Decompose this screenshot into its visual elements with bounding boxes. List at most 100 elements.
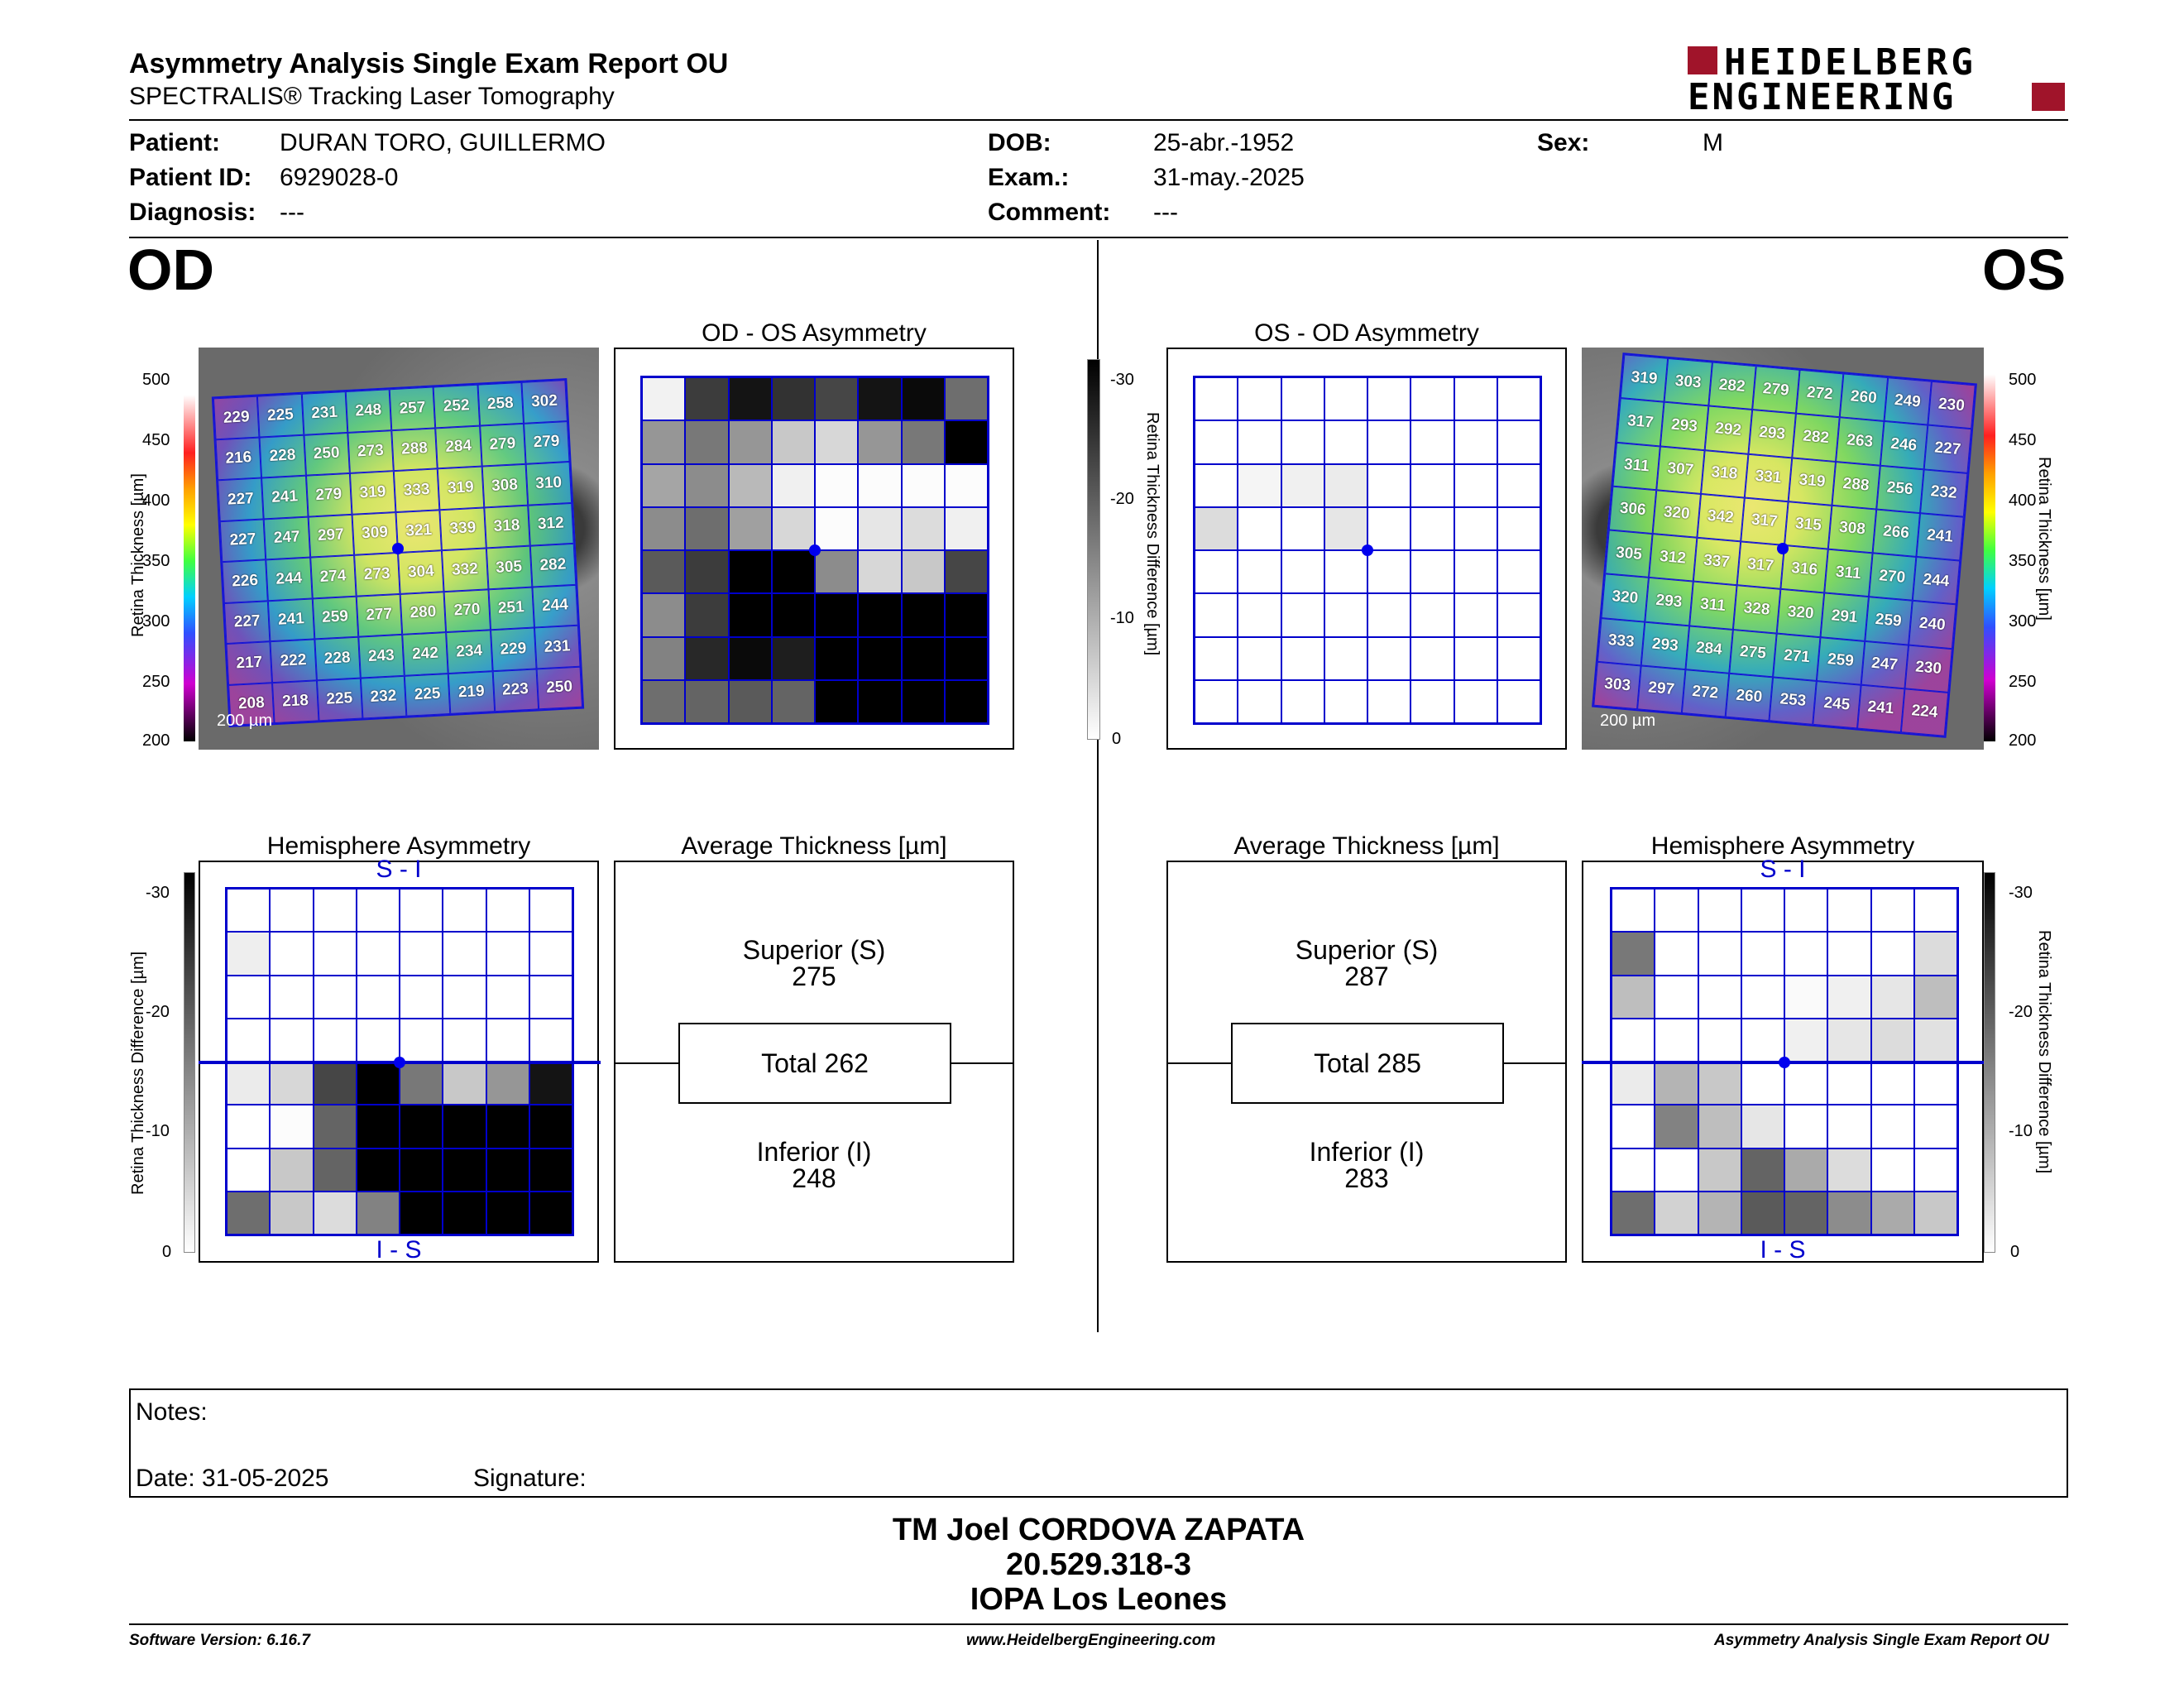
grid-cell (443, 1018, 486, 1062)
os-asym-grid (1193, 376, 1542, 725)
grid-cell (728, 377, 772, 421)
od-diff-colorbar (1087, 359, 1100, 740)
os-inferior-label: Inferior (I) (1309, 1137, 1425, 1167)
diagnosis-label: Diagnosis: (129, 199, 256, 226)
grid-cell (1497, 420, 1540, 464)
grid-cell (270, 932, 314, 976)
signer-id: 20.529.318-3 (1006, 1547, 1191, 1582)
grid-cell (728, 550, 772, 594)
grid-cell (1324, 377, 1367, 421)
grid-cell (1410, 463, 1454, 507)
grid-cell (1784, 1191, 1828, 1235)
grid-cell (1497, 636, 1540, 680)
od-fundus-image: 229 225 231 248 257 252 258 302 216 228 250 273 288… (199, 348, 599, 750)
grid-cell (771, 550, 815, 594)
grid-cell (443, 1105, 486, 1149)
grid-cell (728, 420, 772, 464)
grid-cell (1741, 1148, 1784, 1192)
grid-cell (1238, 550, 1281, 594)
report-title: Asymmetry Analysis Single Exam Report OU (129, 48, 729, 79)
grid-cell (1324, 506, 1367, 550)
grid-cell (1324, 463, 1367, 507)
grid-cell (1612, 1062, 1655, 1105)
grid-cell (1410, 506, 1454, 550)
grid-cell (529, 1018, 572, 1062)
grid-cell (1827, 889, 1871, 933)
grid-cell (685, 463, 729, 507)
grid-cell (1367, 550, 1411, 594)
grid-cell (858, 420, 902, 464)
grid-cell (1367, 420, 1411, 464)
grid-cell (1913, 1018, 1957, 1062)
grid-cell (1870, 932, 1914, 976)
grid-cell (313, 1191, 357, 1235)
grid-cell (815, 636, 859, 680)
grid-cell (1784, 932, 1828, 976)
notes-date: Date: 31-05-2025 (136, 1465, 329, 1492)
grid-cell (1367, 463, 1411, 507)
grid-cell (901, 593, 945, 637)
grid-cell (901, 420, 945, 464)
grid-cell (1454, 463, 1497, 507)
grid-cell (1784, 889, 1828, 933)
grid-cell (1612, 975, 1655, 1019)
diff-tick: -20 (1110, 490, 1134, 508)
grid-cell (858, 463, 902, 507)
od-hemi-s-i-label: S - I (376, 856, 422, 883)
grid-cell (1454, 506, 1497, 550)
os-hemi-panel: S - I I - S (1582, 856, 1985, 1264)
grid-cell (1195, 593, 1238, 637)
footer-website[interactable]: www.HeidelbergEngineering.com (966, 1632, 1216, 1649)
grid-cell (1698, 1105, 1741, 1149)
grid-cell (1454, 550, 1497, 594)
grid-cell (1497, 377, 1540, 421)
grid-cell (1741, 889, 1784, 933)
grid-cell (1655, 1148, 1698, 1192)
os-hemi-axis-label: Retina Thickness Difference [µm] (2035, 930, 2053, 1174)
grid-cell (1870, 889, 1914, 933)
os-hemi-i-s-label: I - S (1760, 1236, 1806, 1264)
grid-cell (1870, 1062, 1914, 1105)
grid-cell (1367, 377, 1411, 421)
od-thickness-tick: 350 (142, 552, 170, 570)
grid-cell (1454, 679, 1497, 723)
grid-cell (400, 889, 443, 933)
grid-cell (1655, 1191, 1698, 1235)
od-superior-value: 275 (792, 961, 836, 991)
grid-cell (685, 550, 729, 594)
os-hemi-tick: -10 (2009, 1122, 2033, 1140)
grid-cell (944, 463, 988, 507)
grid-cell (1870, 1191, 1914, 1235)
grid-cell (1655, 1018, 1698, 1062)
grid-cell (858, 506, 902, 550)
grid-cell (1827, 1018, 1871, 1062)
grid-cell (1698, 889, 1741, 933)
grid-cell (901, 550, 945, 594)
grid-cell (771, 420, 815, 464)
exam-label: Exam.: (988, 164, 1070, 191)
grid-cell (400, 1148, 443, 1192)
grid-cell (728, 506, 772, 550)
grid-cell (685, 593, 729, 637)
os-eye-label: OS (1982, 237, 2067, 302)
grid-cell (901, 636, 945, 680)
grid-cell (1281, 636, 1324, 680)
od-hemi-axis-label: Retina Thickness Difference [µm] (129, 951, 147, 1195)
od-inferior-value: 248 (792, 1163, 836, 1193)
grid-cell (1497, 593, 1540, 637)
grid-cell (685, 377, 729, 421)
grid-cell (685, 506, 729, 550)
grid-cell (529, 1062, 572, 1105)
grid-cell (270, 1105, 314, 1149)
os-thickness-axis-label: Retina Thickness [µm] (2035, 457, 2053, 621)
od-hemi-colorbar (184, 872, 195, 1253)
od-asym-panel (614, 348, 1014, 750)
grid-cell (529, 1148, 572, 1192)
os-avg-panel: Superior (S) 287 Total 285 Inferior (I) … (1166, 861, 1567, 1263)
notes-signature: Signature: (473, 1465, 587, 1492)
signer-name: TM Joel CORDOVA ZAPATA (892, 1513, 1305, 1547)
od-hemi-i-s-label: I - S (376, 1236, 422, 1264)
grid-cell (815, 377, 859, 421)
grid-cell (1698, 975, 1741, 1019)
grid-cell (356, 932, 400, 976)
